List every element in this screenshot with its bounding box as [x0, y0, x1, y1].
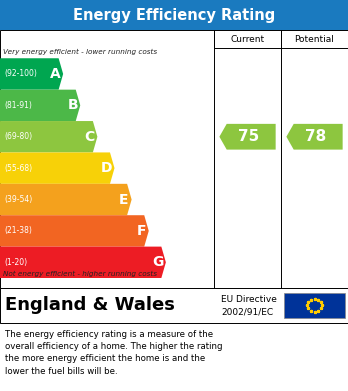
Text: England & Wales: England & Wales: [5, 296, 175, 314]
Text: Energy Efficiency Rating: Energy Efficiency Rating: [73, 7, 275, 23]
Text: Very energy efficient - lower running costs: Very energy efficient - lower running co…: [3, 49, 158, 56]
Bar: [0, 30, 348, 288]
Text: The energy efficiency rating is a measure of the: The energy efficiency rating is a measur…: [5, 330, 213, 339]
Text: (39-54): (39-54): [4, 195, 32, 204]
Polygon shape: [0, 152, 114, 184]
Bar: [214, 30, 281, 48]
Text: (21-38): (21-38): [4, 226, 32, 235]
Polygon shape: [286, 124, 343, 150]
Bar: [0, 0, 348, 30]
Text: F: F: [136, 224, 146, 238]
Text: E: E: [119, 192, 129, 206]
Polygon shape: [0, 247, 166, 278]
Text: 2002/91/EC: 2002/91/EC: [221, 307, 273, 316]
Text: (81-91): (81-91): [4, 101, 32, 110]
Polygon shape: [0, 90, 80, 121]
Text: (55-68): (55-68): [4, 163, 32, 173]
Text: G: G: [152, 255, 164, 269]
Text: EU Directive: EU Directive: [221, 295, 277, 304]
Bar: [285, 293, 345, 318]
Text: overall efficiency of a home. The higher the rating: overall efficiency of a home. The higher…: [5, 342, 223, 351]
Text: lower the fuel bills will be.: lower the fuel bills will be.: [5, 367, 118, 376]
Text: C: C: [85, 130, 95, 144]
Polygon shape: [0, 58, 63, 90]
Text: Current: Current: [230, 34, 264, 44]
Text: 78: 78: [304, 129, 326, 144]
Text: D: D: [101, 161, 113, 175]
Text: (69-80): (69-80): [4, 132, 32, 141]
Polygon shape: [219, 124, 276, 150]
Text: A: A: [50, 67, 61, 81]
Text: Not energy efficient - higher running costs: Not energy efficient - higher running co…: [3, 271, 158, 277]
Text: B: B: [67, 99, 78, 112]
Text: (92-100): (92-100): [4, 70, 37, 79]
Text: (1-20): (1-20): [4, 258, 27, 267]
Text: 75: 75: [238, 129, 259, 144]
Bar: [281, 30, 348, 48]
Polygon shape: [0, 215, 149, 247]
Text: the more energy efficient the home is and the: the more energy efficient the home is an…: [5, 355, 205, 364]
Text: Potential: Potential: [294, 34, 334, 44]
Bar: [0, 288, 348, 323]
Polygon shape: [0, 121, 97, 152]
Polygon shape: [0, 184, 132, 215]
